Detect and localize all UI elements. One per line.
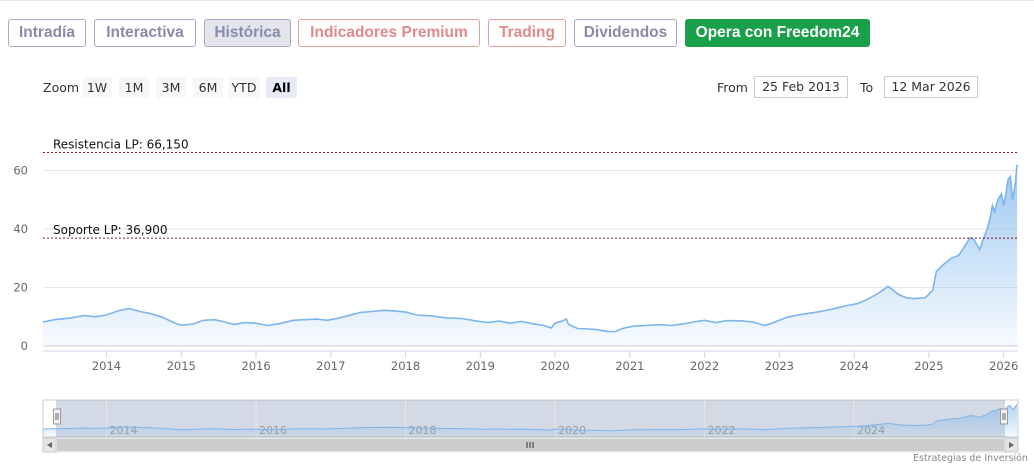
- navigator-area: [42, 403, 1018, 437]
- tab-historica[interactable]: Histórica: [204, 19, 291, 47]
- x-tick-label: 2014: [92, 359, 121, 373]
- scroll-left-arrow-icon: [47, 442, 52, 448]
- scroll-right-arrow-icon: [1009, 442, 1014, 448]
- top-border: [0, 0, 1034, 1]
- x-tick-label: 2020: [540, 359, 569, 373]
- y-axis: 0 20 40 60: [13, 164, 28, 353]
- tab-opera-freedom24[interactable]: Opera con Freedom24: [685, 19, 870, 47]
- tab-trading[interactable]: Trading: [488, 19, 566, 47]
- x-axis: 2014 2015 2016 2017 2018 2019 2020 2021 2022 2023…: [43, 350, 1018, 373]
- tab-dividendos[interactable]: Dividendos: [574, 19, 677, 47]
- navigator-handle-right-body: [1000, 408, 1008, 425]
- zoom-button-3m[interactable]: 3M: [156, 77, 186, 98]
- annotation-label: Soporte LP: 36,900: [53, 223, 168, 237]
- x-tick-label: 2015: [167, 359, 196, 373]
- tab-intradia[interactable]: Intradía: [8, 19, 86, 47]
- x-tick-label: 2019: [466, 359, 495, 373]
- y-tick-label: 0: [21, 339, 28, 353]
- x-tick-label: 2023: [765, 359, 794, 373]
- x-tick-label: 2016: [241, 359, 270, 373]
- to-date-input[interactable]: 12 Mar 2026: [884, 76, 978, 98]
- zoom-button-ytd[interactable]: YTD: [228, 77, 260, 98]
- price-line: [42, 164, 1018, 333]
- price-area-fill: [42, 164, 1018, 346]
- from-label: From: [717, 80, 748, 95]
- y-tick-label: 20: [13, 281, 28, 295]
- annotation-label: Resistencia LP: 66,150: [53, 138, 189, 152]
- navigator-handle-right[interactable]: [1000, 408, 1008, 425]
- scrollbar[interactable]: [42, 437, 1019, 453]
- x-tick-label: 2017: [316, 359, 345, 373]
- navigator-line: [42, 403, 1018, 432]
- navigator: 2014201620182020202220242...: [42, 399, 1019, 453]
- x-tick-label: 2025: [914, 359, 943, 373]
- to-label: To: [860, 80, 874, 95]
- from-date-input[interactable]: 25 Feb 2013: [754, 76, 848, 98]
- zoom-label: Zoom: [43, 80, 80, 95]
- y-tick-label: 60: [13, 164, 28, 178]
- x-tick-label: 2021: [615, 359, 644, 373]
- zoom-button-6m[interactable]: 6M: [193, 77, 223, 98]
- x-tick-label: 2026: [989, 359, 1018, 373]
- x-tick-label: 2024: [839, 359, 868, 373]
- y-tick-label: 40: [13, 222, 28, 236]
- navigator-handle-left-body: [53, 408, 61, 425]
- zoom-button-1w[interactable]: 1W: [82, 77, 112, 98]
- zoom-button-all[interactable]: All: [266, 77, 297, 98]
- x-tick-label: 2018: [391, 359, 420, 373]
- annotations: Resistencia LP: 66,150 Soporte LP: 36,900: [43, 138, 1018, 239]
- tab-indicadores-premium[interactable]: Indicadores Premium: [298, 19, 480, 47]
- navigator-handle-left[interactable]: [53, 408, 61, 425]
- x-tick-label: 2022: [690, 359, 719, 373]
- zoom-button-1m[interactable]: 1M: [119, 77, 149, 98]
- chart-credit: Estrategias de Inversión: [913, 453, 1028, 464]
- tab-interactiva[interactable]: Interactiva: [94, 19, 196, 47]
